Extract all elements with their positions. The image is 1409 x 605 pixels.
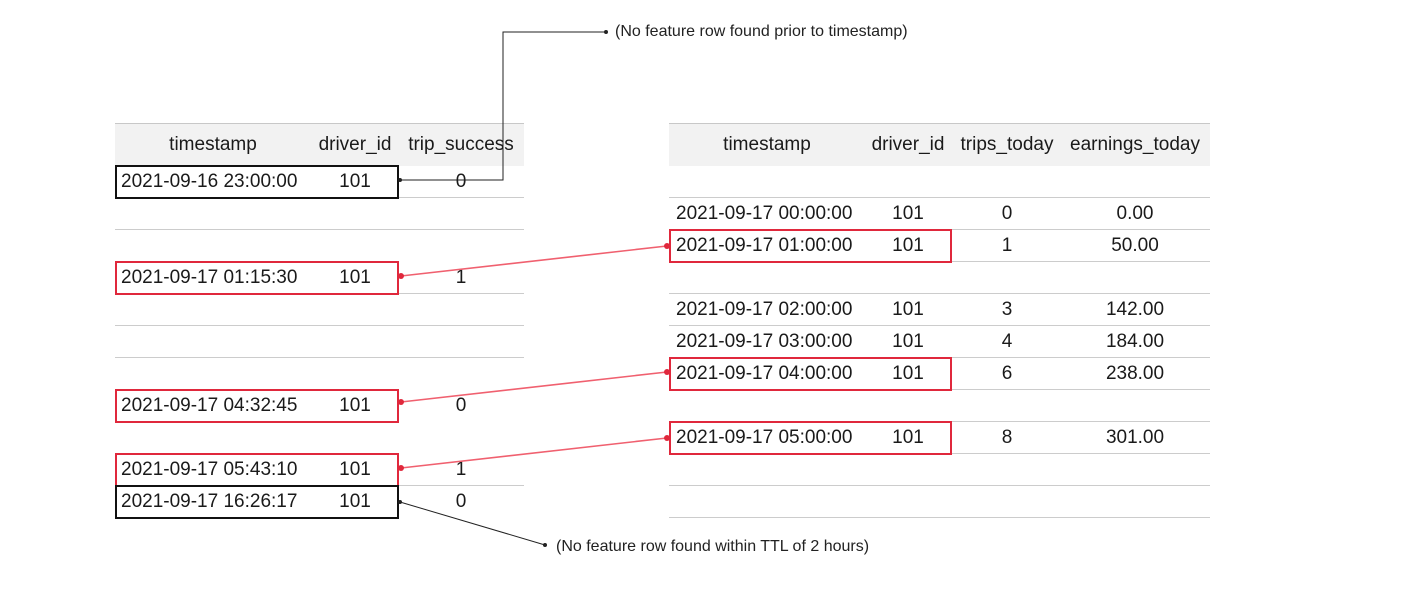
connector-dot bbox=[398, 399, 404, 405]
left-cell-trip-success: 1 bbox=[455, 459, 467, 480]
right-cell-earnings-today: 0.00 bbox=[1116, 203, 1154, 224]
match-connector bbox=[400, 245, 668, 277]
right-cell-trips-today: 1 bbox=[1001, 235, 1013, 256]
right-row-rule bbox=[669, 293, 1210, 294]
left-header-driver-id: driver_id bbox=[318, 134, 392, 155]
left-cell-trip-success: 0 bbox=[455, 171, 467, 192]
right-cell-earnings-today: 142.00 bbox=[1105, 299, 1165, 320]
right-header-earnings-today: earnings_today bbox=[1070, 134, 1200, 155]
left-cell-trip-success: 1 bbox=[455, 267, 467, 288]
right-cell-trips-today: 3 bbox=[1001, 299, 1013, 320]
left-row-rule bbox=[115, 357, 524, 358]
left-cell-driver-id: 101 bbox=[339, 459, 371, 480]
connector-dot bbox=[543, 543, 547, 547]
no-ttl-connector bbox=[399, 501, 546, 546]
connector-dot bbox=[604, 30, 608, 34]
right-cell-timestamp: 2021-09-17 03:00:00 bbox=[676, 331, 853, 352]
no-prior-annotation: (No feature row found prior to timestamp… bbox=[615, 23, 908, 40]
right-cell-earnings-today: 238.00 bbox=[1105, 363, 1165, 384]
right-cell-trips-today: 4 bbox=[1001, 331, 1013, 352]
left-cell-driver-id: 101 bbox=[339, 171, 371, 192]
left-cell-timestamp: 2021-09-17 05:43:10 bbox=[121, 459, 298, 480]
matched-row-box bbox=[115, 389, 399, 423]
left-cell-trip-success: 0 bbox=[455, 395, 467, 416]
right-cell-trips-today: 8 bbox=[1001, 427, 1013, 448]
right-row-rule bbox=[669, 197, 1210, 198]
right-cell-timestamp: 2021-09-17 01:00:00 bbox=[676, 235, 853, 256]
right-row-rule bbox=[669, 485, 1210, 486]
connector-dot bbox=[398, 178, 402, 182]
right-cell-driver-id: 101 bbox=[892, 363, 924, 384]
right-cell-driver-id: 101 bbox=[892, 235, 924, 256]
left-cell-driver-id: 101 bbox=[339, 267, 371, 288]
left-cell-trip-success: 0 bbox=[455, 491, 467, 512]
right-cell-trips-today: 6 bbox=[1001, 363, 1013, 384]
right-cell-earnings-today: 301.00 bbox=[1105, 427, 1165, 448]
left-row-rule bbox=[115, 229, 524, 230]
left-header-timestamp: timestamp bbox=[169, 134, 257, 155]
left-cell-timestamp: 2021-09-17 04:32:45 bbox=[121, 395, 298, 416]
left-cell-timestamp: 2021-09-17 16:26:17 bbox=[121, 491, 298, 512]
connector-dot bbox=[664, 435, 670, 441]
right-cell-earnings-today: 184.00 bbox=[1105, 331, 1165, 352]
right-cell-trips-today: 0 bbox=[1001, 203, 1013, 224]
left-cell-driver-id: 101 bbox=[339, 491, 371, 512]
right-cell-timestamp: 2021-09-17 04:00:00 bbox=[676, 363, 853, 384]
connector-dot bbox=[664, 243, 670, 249]
right-header-driver-id: driver_id bbox=[871, 134, 945, 155]
match-connector bbox=[400, 437, 668, 469]
right-cell-driver-id: 101 bbox=[892, 299, 924, 320]
connector-dot bbox=[664, 369, 670, 375]
right-cell-driver-id: 101 bbox=[892, 427, 924, 448]
right-cell-timestamp: 2021-09-17 02:00:00 bbox=[676, 299, 853, 320]
left-row-rule bbox=[115, 325, 524, 326]
left-table-top-rule bbox=[115, 123, 524, 124]
connector-dot bbox=[398, 500, 402, 504]
left-cell-timestamp: 2021-09-16 23:00:00 bbox=[121, 171, 298, 192]
left-header-trip-success: trip_success bbox=[408, 134, 514, 155]
left-table-header-bg bbox=[115, 124, 524, 166]
right-table-top-rule bbox=[669, 123, 1210, 124]
unmatched-row-box bbox=[115, 165, 399, 199]
left-cell-timestamp: 2021-09-17 01:15:30 bbox=[121, 267, 298, 288]
matched-feature-box bbox=[669, 357, 952, 391]
right-cell-driver-id: 101 bbox=[892, 203, 924, 224]
right-row-rule bbox=[669, 517, 1210, 518]
right-header-timestamp: timestamp bbox=[723, 134, 811, 155]
right-cell-driver-id: 101 bbox=[892, 331, 924, 352]
right-header-trips-today: trips_today bbox=[960, 134, 1054, 155]
no-prior-connector bbox=[400, 31, 606, 181]
left-cell-driver-id: 101 bbox=[339, 395, 371, 416]
right-cell-timestamp: 2021-09-17 00:00:00 bbox=[676, 203, 853, 224]
match-connector bbox=[400, 371, 668, 403]
right-cell-earnings-today: 50.00 bbox=[1111, 235, 1159, 256]
connector-dot bbox=[398, 465, 404, 471]
no-ttl-annotation: (No feature row found within TTL of 2 ho… bbox=[556, 538, 870, 555]
connector-dot bbox=[398, 273, 404, 279]
right-row-rule bbox=[669, 325, 1210, 326]
matched-row-box bbox=[115, 261, 399, 295]
right-table-header-bg bbox=[669, 124, 1210, 166]
right-cell-timestamp: 2021-09-17 05:00:00 bbox=[676, 427, 853, 448]
